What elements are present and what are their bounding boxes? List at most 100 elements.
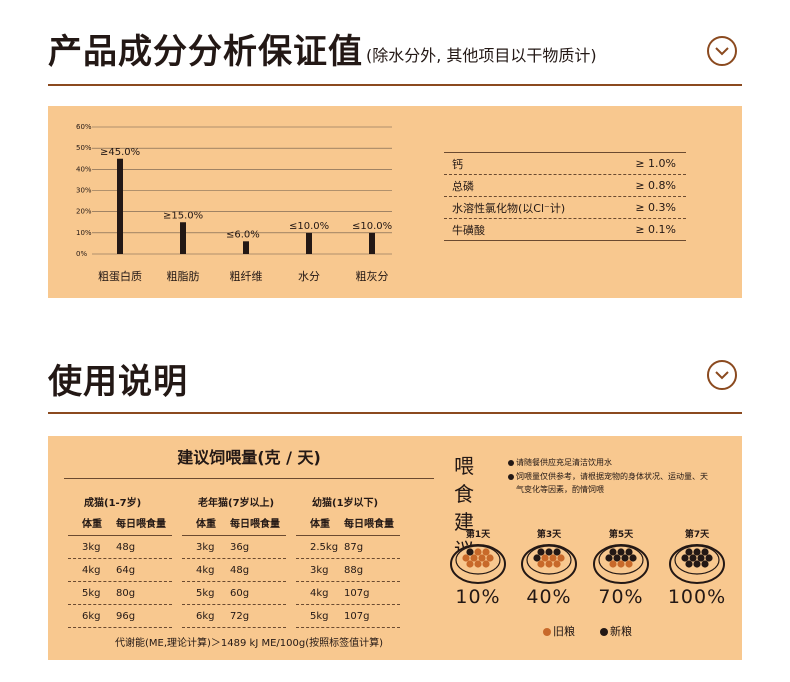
- feeding-group-title: 成猫(1-7岁): [84, 498, 142, 509]
- food-bowl-icon: [669, 544, 725, 584]
- food-bowl-icon: [593, 544, 649, 584]
- mineral-table: 钙 ≥ 1.0% 总磷 ≥ 0.8% 水溶性氯化物(以Cl⁻计) ≥ 0.3% 牛磺酸 ≥ 0…: [444, 152, 686, 241]
- y-tick-label: 50%: [76, 144, 92, 152]
- cell-weight: 3kg: [310, 565, 329, 576]
- old-food-kibble: [486, 554, 494, 562]
- cell-amount: 48g: [230, 565, 250, 576]
- new-food-kibble: [621, 554, 629, 562]
- section-title-composition: 产品成分分析保证值: [48, 32, 363, 72]
- mineral-name: 水溶性氯化物(以Cl⁻计): [452, 201, 566, 215]
- old-food-kibble: [470, 554, 478, 562]
- table-row: 3kg 88g: [296, 559, 400, 582]
- bullet-icon: [508, 473, 514, 480]
- old-food-dot-icon: [543, 628, 551, 636]
- advice-note-amount-text: 饲喂量仅供参考，请根据宠物的身体状况、运动量、天: [516, 472, 708, 481]
- bar-value-label: ≤10.0%: [352, 221, 392, 232]
- mineral-row: 钙 ≥ 1.0%: [444, 153, 686, 175]
- new-food-kibble: [681, 554, 689, 562]
- feeding-group-title: 老年猫(7岁以上): [198, 498, 275, 509]
- day-label: 第7天: [684, 530, 710, 540]
- mineral-row: 总磷 ≥ 0.8%: [444, 175, 686, 197]
- new-food-dot-icon: [600, 628, 608, 636]
- old-food-kibble: [557, 554, 565, 562]
- old-food-kibble: [482, 548, 490, 556]
- col-amount: 每日喂食量: [116, 519, 166, 530]
- old-food-kibble: [609, 560, 617, 568]
- feeding-column-headers: 体重 每日喂食量: [182, 514, 286, 536]
- mineral-value: ≥ 0.3%: [635, 201, 676, 214]
- cell-weight: 6kg: [82, 611, 101, 622]
- cell-weight: 5kg: [196, 588, 215, 599]
- cell-amount: 36g: [230, 542, 250, 553]
- feeding-column-headers: 体重 每日喂食量: [68, 514, 172, 536]
- day-label: 第5天: [608, 530, 634, 540]
- cell-amount: 107g: [344, 611, 370, 622]
- section-title-usage: 使用说明: [48, 362, 188, 402]
- table-row: 2.5kg 87g: [296, 536, 400, 559]
- new-food-percent: 100%: [667, 586, 727, 608]
- category-label: 粗蛋白质: [98, 269, 142, 283]
- mineral-name: 钙: [452, 157, 463, 171]
- new-food-kibble: [693, 548, 701, 556]
- old-food-kibble: [482, 560, 490, 568]
- cell-amount: 87g: [344, 542, 364, 553]
- legend-old-food: 旧粮: [543, 623, 575, 639]
- bar: [306, 232, 312, 254]
- new-food-kibble: [701, 560, 709, 568]
- feeding-title-divider: [64, 478, 434, 479]
- col-weight: 体重: [196, 519, 216, 530]
- feeding-title: 建议饲喂量(克 / 天): [177, 448, 321, 467]
- old-food-kibble: [474, 548, 482, 556]
- new-food-kibble: [617, 548, 625, 556]
- day-label: 第1天: [465, 530, 491, 540]
- table-row: 4kg 107g: [296, 582, 400, 605]
- y-tick-label: 20%: [76, 208, 92, 216]
- mineral-row: 牛磺酸 ≥ 0.1%: [444, 219, 686, 241]
- cell-amount: 107g: [344, 588, 370, 599]
- old-food-kibble: [549, 554, 557, 562]
- old-food-kibble: [553, 560, 561, 568]
- mineral-value: ≥ 0.1%: [635, 223, 676, 236]
- table-row: 4kg 64g: [68, 559, 172, 582]
- old-food-kibble: [466, 560, 474, 568]
- new-food-percent: 10%: [455, 586, 501, 608]
- bar-value-label: ≥15.0%: [163, 210, 203, 221]
- new-food-kibble: [697, 554, 705, 562]
- old-food-kibble: [474, 560, 482, 568]
- section-divider: [48, 84, 742, 86]
- cell-amount: 80g: [116, 588, 136, 599]
- food-bowl-icon: [450, 544, 506, 584]
- cell-amount: 48g: [116, 542, 136, 553]
- category-label: 粗纤维: [230, 270, 263, 283]
- mineral-name: 总磷: [452, 179, 474, 193]
- advice-note-water: 请随餐供应充足清洁饮用水: [508, 456, 612, 469]
- old-food-kibble: [537, 560, 545, 568]
- new-food-kibble: [613, 554, 621, 562]
- cell-weight: 4kg: [196, 565, 215, 576]
- category-label: 水分: [298, 270, 320, 283]
- new-food-kibble: [685, 560, 693, 568]
- cell-weight: 4kg: [310, 588, 329, 599]
- bar: [243, 241, 249, 254]
- bar: [369, 232, 375, 254]
- chevron-down-icon[interactable]: [707, 360, 737, 390]
- cell-weight: 5kg: [82, 588, 101, 599]
- table-row: 5kg 80g: [68, 582, 172, 605]
- old-food-kibble: [625, 560, 633, 568]
- cell-weight: 5kg: [310, 611, 329, 622]
- cell-amount: 72g: [230, 611, 250, 622]
- new-food-kibble: [466, 548, 474, 556]
- bullet-icon: [508, 459, 514, 466]
- cell-weight: 3kg: [196, 542, 215, 553]
- new-food-kibble: [605, 554, 613, 562]
- composition-bar-chart: 0% 10% 20% 30% 40% 50% 60% ≥45.0% 粗蛋白质 ≥15.0% 粗脂肪 ≤…: [76, 123, 392, 283]
- col-weight: 体重: [310, 519, 330, 530]
- cell-weight: 6kg: [196, 611, 215, 622]
- chevron-down-icon[interactable]: [707, 36, 737, 66]
- advice-note-water-text: 请随餐供应充足清洁饮用水: [516, 458, 612, 467]
- energy-note: 代谢能(ME,理论计算)＞1489 kJ ME/100g(按照标签值计算): [114, 638, 384, 649]
- old-food-kibble: [541, 554, 549, 562]
- composition-panel: 0% 10% 20% 30% 40% 50% 60% ≥45.0% 粗蛋白质 ≥15.0% 粗脂肪 ≤…: [48, 106, 742, 298]
- feeding-column-headers: 体重 每日喂食量: [296, 514, 400, 536]
- col-amount: 每日喂食量: [230, 519, 280, 530]
